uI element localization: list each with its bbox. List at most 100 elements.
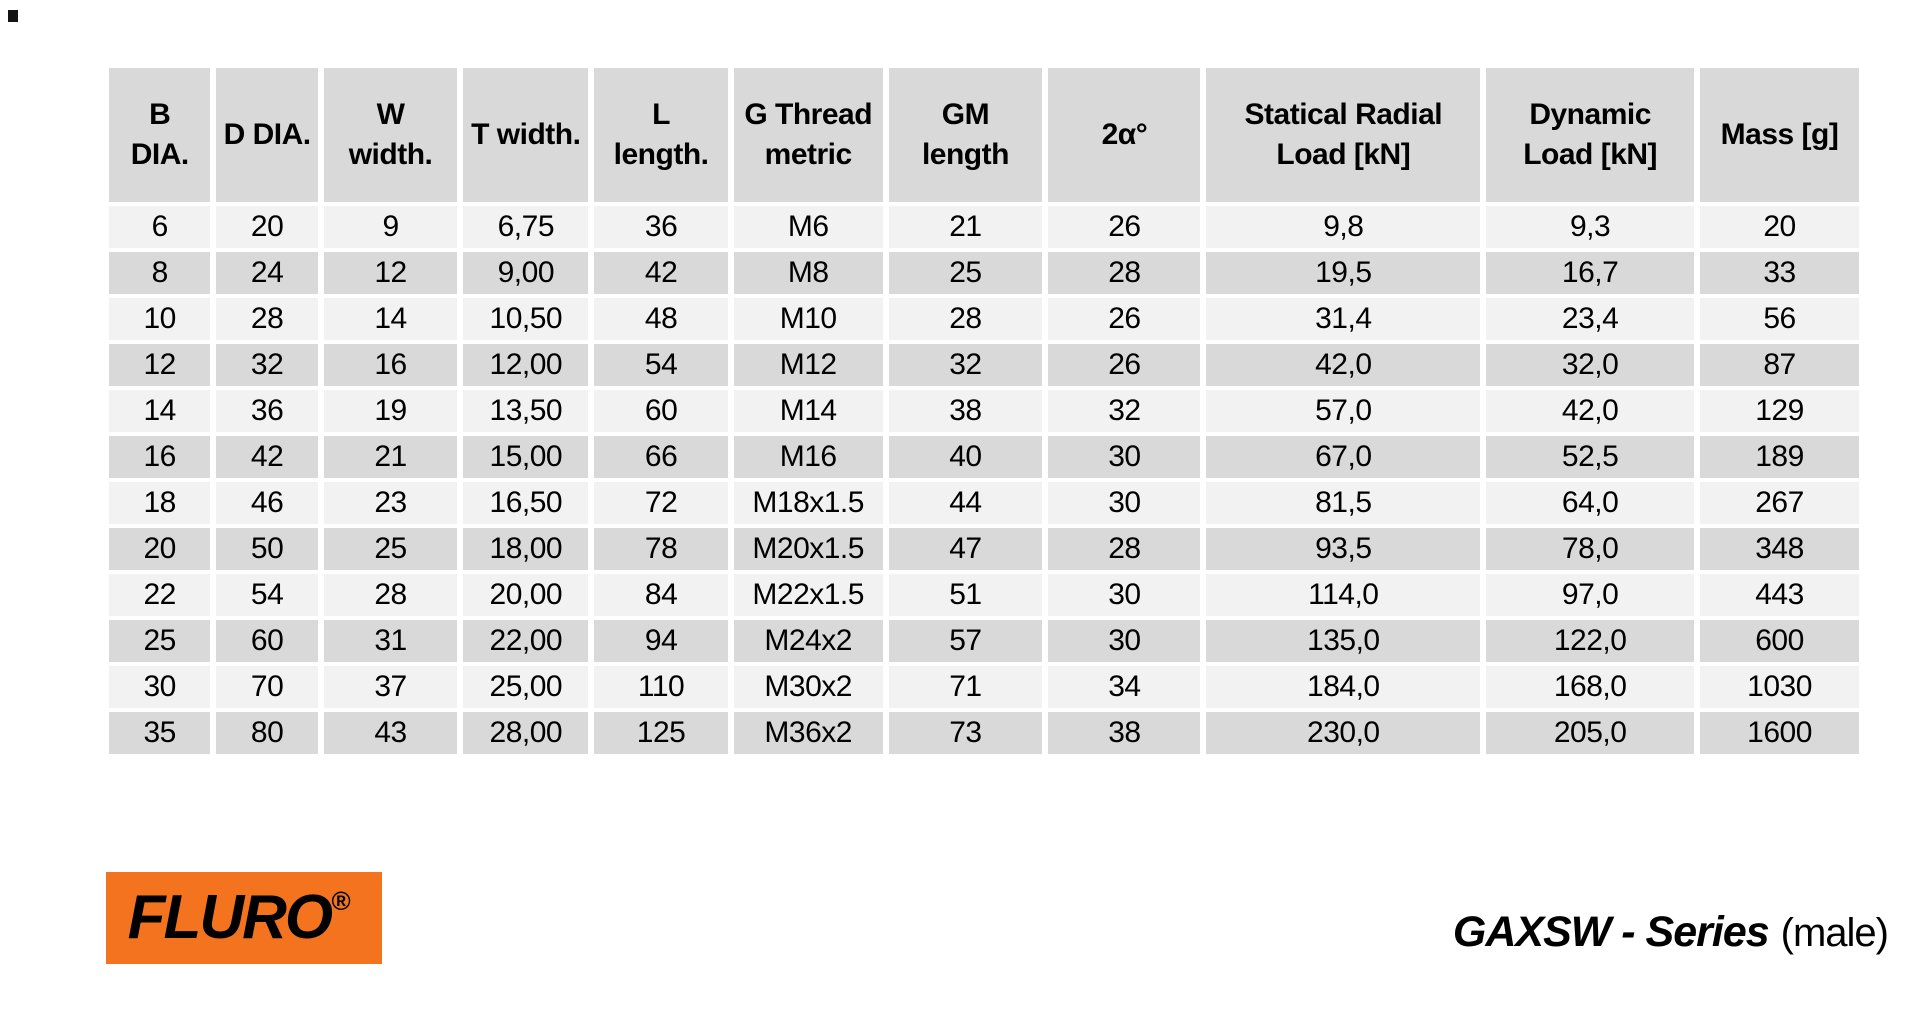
table-cell: 14 bbox=[109, 390, 211, 432]
table-cell: 32 bbox=[216, 344, 318, 386]
table-cell: 16,50 bbox=[463, 482, 589, 524]
table-cell: 9 bbox=[323, 206, 458, 248]
table-row-2: 10 28 14 10,50 48 M10 28 26 31,4 23,4 56 bbox=[109, 298, 1859, 340]
table-cell: 46 bbox=[216, 482, 318, 524]
table-cell: 1030 bbox=[1700, 666, 1859, 708]
table-cell: 129 bbox=[1700, 390, 1859, 432]
table-cell: 12,00 bbox=[463, 344, 589, 386]
table-cell: 30 bbox=[1048, 482, 1201, 524]
header-cell-7: 2α° bbox=[1048, 68, 1201, 202]
table-cell: 25 bbox=[888, 252, 1043, 294]
table-cell: 9,8 bbox=[1206, 206, 1481, 248]
table-cell: 23 bbox=[323, 482, 458, 524]
table-cell: 30 bbox=[1048, 436, 1201, 478]
table-cell: 34 bbox=[1048, 666, 1201, 708]
header-cell-2: W width. bbox=[323, 68, 458, 202]
table-cell: 47 bbox=[888, 528, 1043, 570]
table-cell: 42 bbox=[594, 252, 728, 294]
header-cell-1: D DIA. bbox=[216, 68, 318, 202]
table-cell: M30x2 bbox=[733, 666, 883, 708]
table-cell: 20 bbox=[216, 206, 318, 248]
table-cell: 26 bbox=[1048, 206, 1201, 248]
table-row-9: 25 60 31 22,00 94 M24x2 57 30 135,0 122,0 600 bbox=[109, 620, 1859, 662]
header-cell-5: G Thread metric bbox=[733, 68, 883, 202]
table-cell: 36 bbox=[216, 390, 318, 432]
table-cell: 267 bbox=[1700, 482, 1859, 524]
table-cell: 28 bbox=[888, 298, 1043, 340]
table-cell: 16,7 bbox=[1486, 252, 1695, 294]
table-cell: 30 bbox=[109, 666, 211, 708]
table-row-11: 35 80 43 28,00 125 M36x2 73 38 230,0 205,0 1600 bbox=[109, 712, 1859, 754]
table-cell: 42,0 bbox=[1486, 390, 1695, 432]
table-cell: 25 bbox=[323, 528, 458, 570]
table-cell: 9,3 bbox=[1486, 206, 1695, 248]
table-cell: 21 bbox=[888, 206, 1043, 248]
table-cell: 26 bbox=[1048, 344, 1201, 386]
table-cell: 52,5 bbox=[1486, 436, 1695, 478]
spec-table: B DIA. D DIA. W width. T width. L length. G T… bbox=[103, 64, 1865, 758]
table-cell: 70 bbox=[216, 666, 318, 708]
fluro-logo: FLURO® bbox=[106, 872, 382, 964]
table-row-3: 12 32 16 12,00 54 M12 32 26 42,0 32,0 87 bbox=[109, 344, 1859, 386]
table-cell: 20 bbox=[1700, 206, 1859, 248]
table-row-10: 30 70 37 25,00 110 M30x2 71 34 184,0 168,0 1030 bbox=[109, 666, 1859, 708]
header-cell-4: L length. bbox=[594, 68, 728, 202]
table-cell: 600 bbox=[1700, 620, 1859, 662]
table-cell: 1600 bbox=[1700, 712, 1859, 754]
table-cell: M18x1.5 bbox=[733, 482, 883, 524]
table-cell: 32 bbox=[888, 344, 1043, 386]
table-cell: 22 bbox=[109, 574, 211, 616]
table-cell: 32,0 bbox=[1486, 344, 1695, 386]
header-cell-3: T width. bbox=[463, 68, 589, 202]
table-cell: 54 bbox=[216, 574, 318, 616]
table-cell: 348 bbox=[1700, 528, 1859, 570]
table-cell: 87 bbox=[1700, 344, 1859, 386]
table-cell: 26 bbox=[1048, 298, 1201, 340]
fluro-logo-text: FLURO® bbox=[127, 883, 351, 952]
header-row: B DIA. D DIA. W width. T width. L length. G T… bbox=[109, 68, 1859, 202]
table-cell: 10 bbox=[109, 298, 211, 340]
table-cell: 9,00 bbox=[463, 252, 589, 294]
table-cell: 443 bbox=[1700, 574, 1859, 616]
table-cell: M22x1.5 bbox=[733, 574, 883, 616]
table-cell: 71 bbox=[888, 666, 1043, 708]
table-cell: 40 bbox=[888, 436, 1043, 478]
table-cell: 20 bbox=[109, 528, 211, 570]
table-cell: 114,0 bbox=[1206, 574, 1481, 616]
table-cell: 30 bbox=[1048, 620, 1201, 662]
table-row-7: 20 50 25 18,00 78 M20x1.5 47 28 93,5 78,0 348 bbox=[109, 528, 1859, 570]
table-cell: 25 bbox=[109, 620, 211, 662]
spec-table-body: 6 20 9 6,75 36 M6 21 26 9,8 9,3 20 8 24 12 9,00 42 M8 25 2… bbox=[109, 206, 1859, 754]
table-cell: 25,00 bbox=[463, 666, 589, 708]
table-cell: M14 bbox=[733, 390, 883, 432]
table-cell: 31 bbox=[323, 620, 458, 662]
table-row-6: 18 46 23 16,50 72 M18x1.5 44 30 81,5 64,0 267 bbox=[109, 482, 1859, 524]
table-cell: 51 bbox=[888, 574, 1043, 616]
table-cell: M6 bbox=[733, 206, 883, 248]
table-cell: 44 bbox=[888, 482, 1043, 524]
table-cell: M36x2 bbox=[733, 712, 883, 754]
header-cell-8: Statical Radial Load [kN] bbox=[1206, 68, 1481, 202]
table-cell: 78 bbox=[594, 528, 728, 570]
table-cell: 43 bbox=[323, 712, 458, 754]
table-row-5: 16 42 21 15,00 66 M16 40 30 67,0 52,5 189 bbox=[109, 436, 1859, 478]
table-cell: 78,0 bbox=[1486, 528, 1695, 570]
table-cell: 28 bbox=[1048, 252, 1201, 294]
table-cell: M24x2 bbox=[733, 620, 883, 662]
table-cell: 50 bbox=[216, 528, 318, 570]
table-cell: 19,5 bbox=[1206, 252, 1481, 294]
table-cell: 32 bbox=[1048, 390, 1201, 432]
table-cell: 72 bbox=[594, 482, 728, 524]
table-cell: 36 bbox=[594, 206, 728, 248]
table-row-4: 14 36 19 13,50 60 M14 38 32 57,0 42,0 129 bbox=[109, 390, 1859, 432]
table-cell: 122,0 bbox=[1486, 620, 1695, 662]
table-row-0: 6 20 9 6,75 36 M6 21 26 9,8 9,3 20 bbox=[109, 206, 1859, 248]
table-cell: M8 bbox=[733, 252, 883, 294]
table-cell: 12 bbox=[109, 344, 211, 386]
header-cell-10: Mass [g] bbox=[1700, 68, 1859, 202]
table-cell: 84 bbox=[594, 574, 728, 616]
table-cell: 189 bbox=[1700, 436, 1859, 478]
table-cell: 60 bbox=[216, 620, 318, 662]
table-cell: 38 bbox=[1048, 712, 1201, 754]
table-cell: 38 bbox=[888, 390, 1043, 432]
